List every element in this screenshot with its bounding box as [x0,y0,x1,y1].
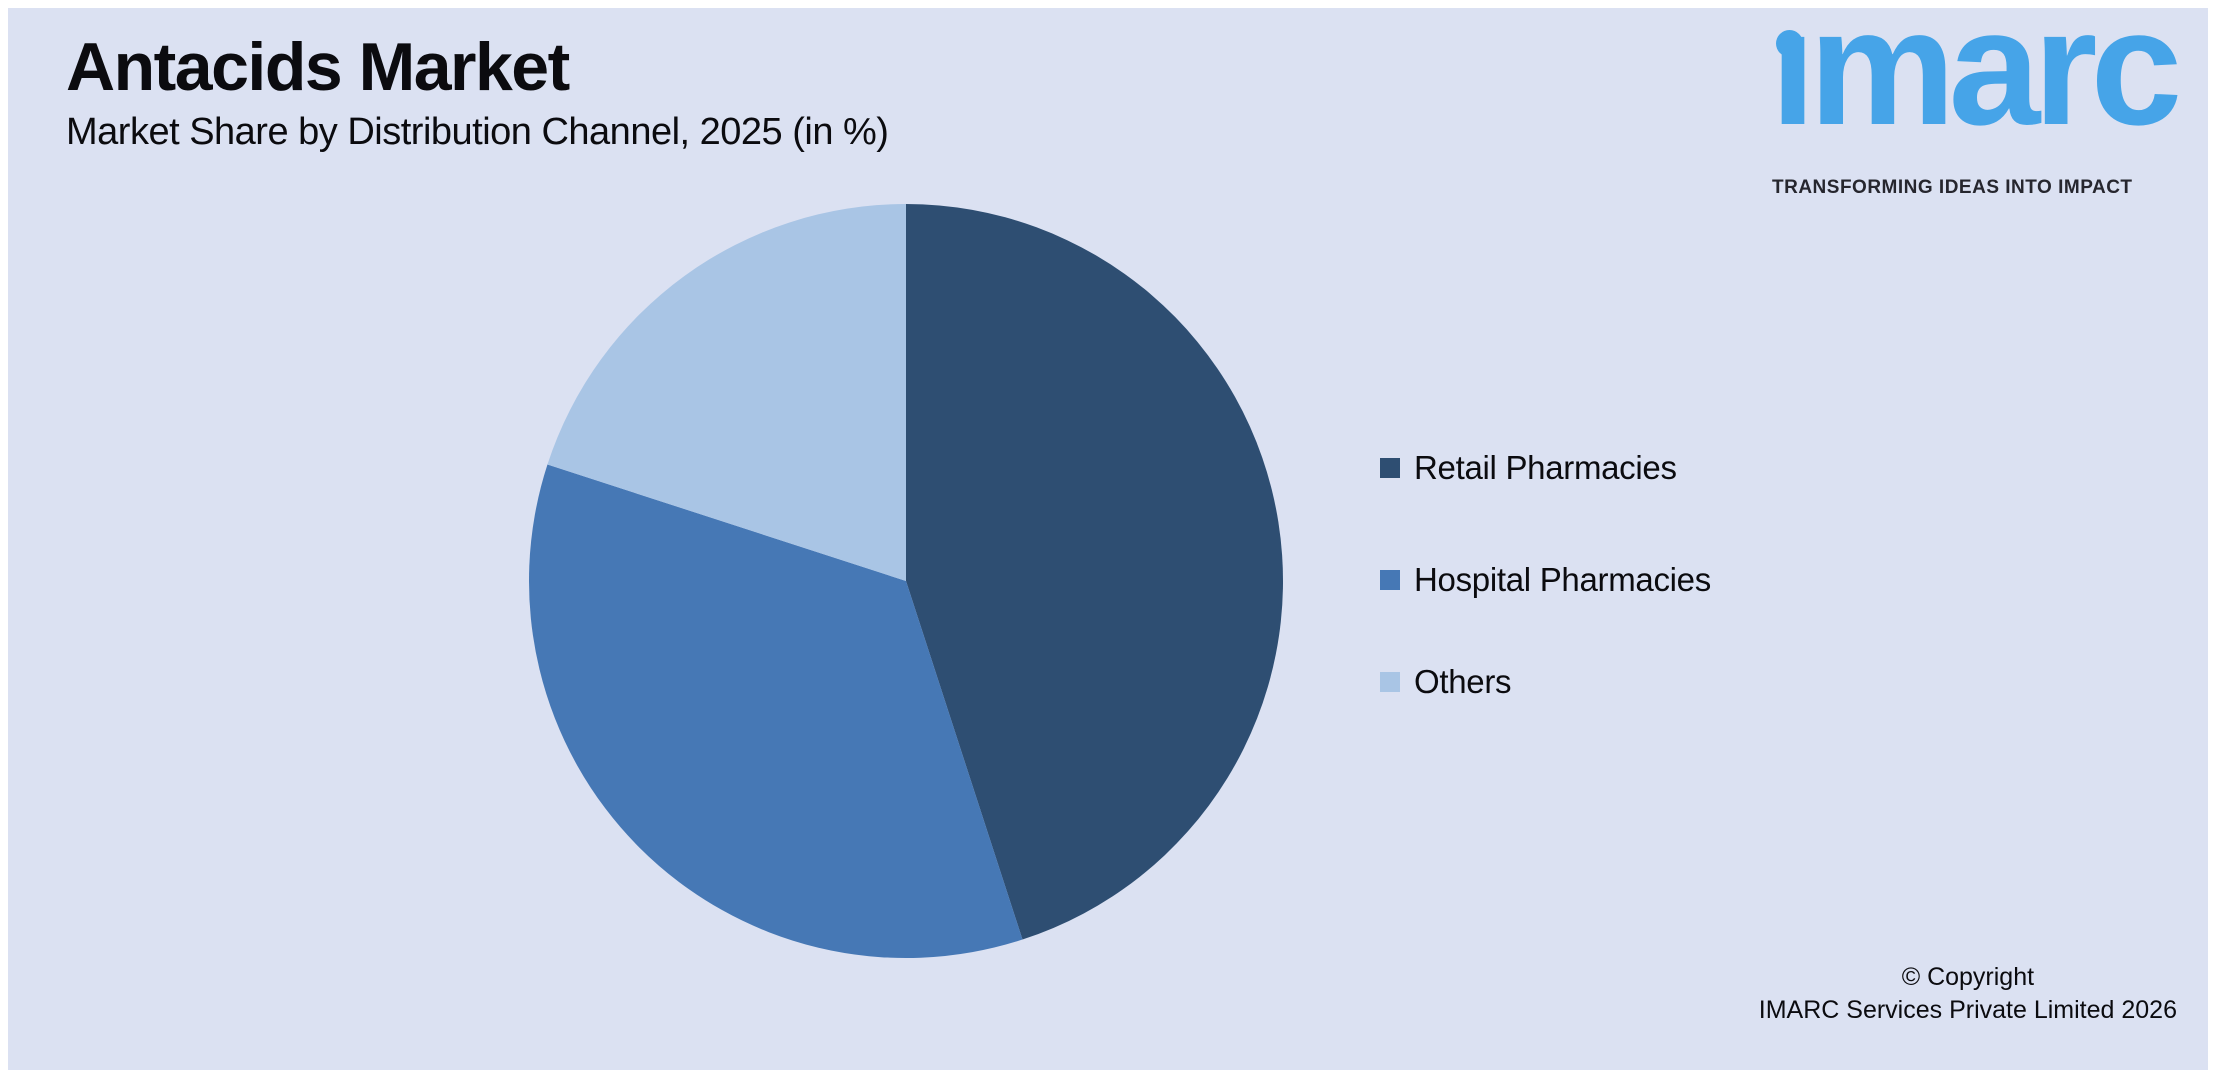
legend-item-others: Others [1380,660,1512,704]
pie-slice-others [547,204,906,581]
pie-slice-retail-pharmacies [906,204,1284,940]
legend-label: Others [1414,663,1512,700]
legend-swatch-others [1380,672,1400,692]
copyright-line1: © Copyright [1901,963,2035,991]
copyright-line2: IMARC Services Private Limited 2026 [1758,996,2177,1024]
legend-item-retail-pharmacies: Retail Pharmacies [1380,446,1677,490]
page-subtitle: Market Share by Distribution Channel, 20… [66,111,889,153]
chart-panel: Antacids Market Market Share by Distribu… [8,0,2208,1070]
legend: Retail Pharmacies Hospital Pharmacies Ot… [1380,8,1860,1070]
pie-slice-hospital-pharmacies [528,464,1023,959]
legend-swatch-retail-pharmacies [1380,458,1400,478]
imarc-logo: ımarc TRANSFORMING IDEAS INTO IMPACT [1770,0,2196,210]
page-title: Antacids Market [66,29,570,105]
copyright-notice: © Copyright IMARC Services Private Limit… [1759,961,2177,1027]
pie-chart [528,204,1284,959]
imarc-logo-dot-icon [1776,30,1803,57]
legend-label: Hospital Pharmacies [1414,561,1711,598]
legend-label: Retail Pharmacies [1414,449,1677,486]
legend-swatch-hospital-pharmacies [1380,570,1400,590]
legend-item-hospital-pharmacies: Hospital Pharmacies [1380,558,1711,602]
imarc-tagline: TRANSFORMING IDEAS INTO IMPACT [1772,177,2133,198]
imarc-wordmark: ımarc [1770,0,2182,159]
